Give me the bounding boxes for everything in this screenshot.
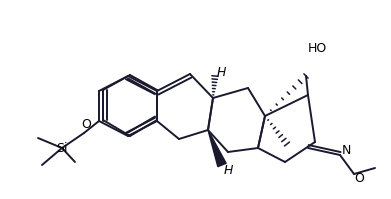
Polygon shape bbox=[208, 130, 226, 167]
Text: Si: Si bbox=[56, 141, 68, 154]
Text: H: H bbox=[223, 164, 233, 177]
Text: O: O bbox=[81, 117, 91, 131]
Text: HO: HO bbox=[308, 42, 327, 55]
Text: H: H bbox=[216, 65, 226, 78]
Text: N: N bbox=[341, 143, 351, 156]
Text: O: O bbox=[354, 173, 364, 185]
